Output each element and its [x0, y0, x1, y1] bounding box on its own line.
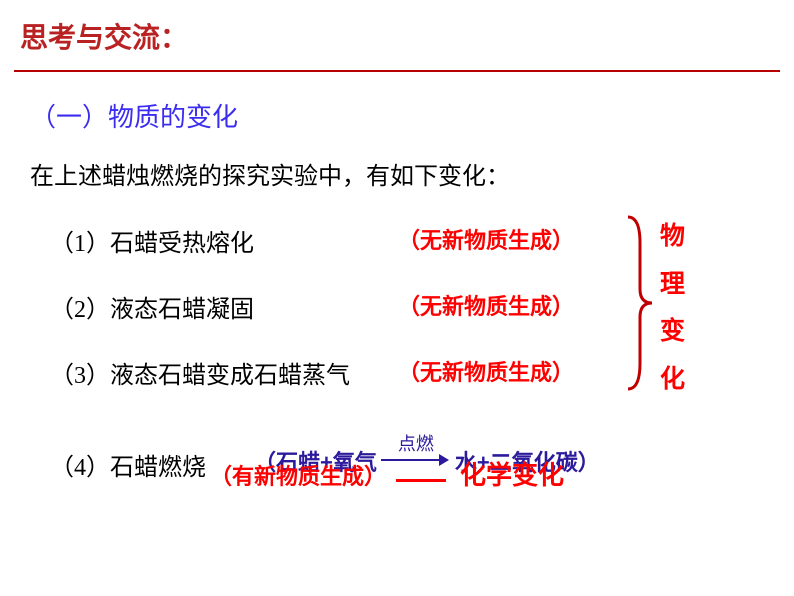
brace-icon [624, 213, 654, 393]
item-2-annotation: （无新物质生成） [398, 289, 574, 321]
bottom-row: （有新物质生成） 化学变化 [0, 455, 794, 492]
vertical-char-2: 理 [660, 270, 685, 298]
bottom-annotation: （有新物质生成） [210, 459, 386, 491]
dash-line [396, 479, 446, 482]
item-2-label: （2）液态石蜡凝固 [50, 289, 254, 324]
arrow-label: 点燃 [381, 430, 451, 456]
vertical-char-3: 变 [660, 317, 685, 345]
physical-change-label: 物 理 变 化 [660, 213, 686, 403]
section-subtitle: （一）物质的变化 [0, 73, 794, 134]
item-3-annotation: （无新物质生成） [398, 355, 574, 387]
chemical-change-label: 化学变化 [460, 455, 564, 492]
item-3-label: （3）液态石蜡变成石蜡蒸气 [50, 355, 350, 390]
intro-text: 在上述蜡烛燃烧的探究实验中，有如下变化： [0, 134, 794, 191]
vertical-char-4: 化 [660, 365, 685, 393]
page-title: 思考与交流： [20, 16, 774, 56]
items-area: （1）石蜡受热熔化 （无新物质生成） （2）液态石蜡凝固 （无新物质生成） （3… [0, 223, 794, 411]
vertical-char-1: 物 [660, 222, 685, 250]
item-1-label: （1）石蜡受热熔化 [50, 223, 254, 258]
item-1-annotation: （无新物质生成） [398, 223, 574, 255]
